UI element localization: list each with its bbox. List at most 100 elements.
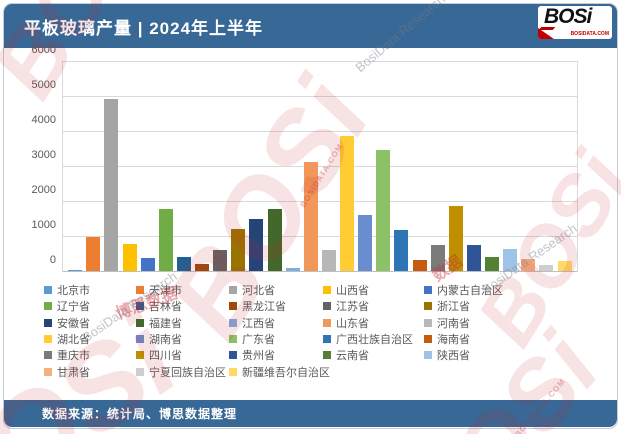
y-axis-tick: 5000 — [31, 79, 56, 91]
legend-label: 江西省 — [242, 317, 275, 330]
header-bar: 平板玻璃产量 | 2024年上半年 — [4, 4, 617, 48]
legend-chip-icon — [424, 286, 432, 295]
legend-item: 山东省 — [323, 315, 424, 331]
legend-chip-icon — [229, 318, 237, 327]
bar-广西壮族自治区 — [394, 230, 409, 271]
legend-chip-icon — [424, 351, 432, 360]
legend-chip-icon — [229, 335, 237, 344]
legend-label: 北京市 — [57, 285, 90, 298]
bosi-logo: BOSi BOSIDATA.COM — [538, 6, 612, 39]
legend-chip-icon — [424, 318, 432, 327]
legend-label: 湖北省 — [57, 334, 90, 347]
legend-item: 河北省 — [229, 282, 323, 298]
legend-chip-icon — [229, 286, 237, 295]
legend-item: 云南省 — [323, 347, 424, 363]
legend-label: 天津市 — [149, 285, 182, 298]
legend-label: 黑龙江省 — [242, 301, 286, 314]
legend-item: 宁夏回族自治区 — [136, 363, 229, 379]
legend-label: 河北省 — [242, 285, 275, 298]
bar-黑龙江省 — [195, 264, 209, 271]
bar-贵州省 — [466, 245, 481, 271]
legend-chip-icon — [229, 302, 237, 311]
legend-label: 吉林省 — [149, 301, 182, 314]
plot-left-border — [62, 62, 63, 272]
legend-chip-icon — [229, 367, 237, 376]
legend-item: 辽宁省 — [44, 298, 136, 314]
legend-item: 重庆市 — [44, 347, 136, 363]
legend-item: 内蒙古自治区 — [424, 282, 604, 298]
bar-江苏省 — [213, 249, 228, 271]
legend-label: 重庆市 — [57, 350, 90, 363]
y-axis-tick: 6000 — [31, 44, 56, 56]
legend-item: 甘肃省 — [44, 363, 136, 379]
legend-item: 天津市 — [136, 282, 229, 298]
bar-江西省 — [285, 267, 300, 271]
legend-item: 河南省 — [424, 315, 604, 331]
legend-chip-icon — [323, 335, 331, 344]
plot-right-border — [577, 62, 578, 272]
bar-北京市 — [68, 269, 83, 271]
legend-chip-icon — [136, 335, 144, 344]
bar-山西省 — [122, 243, 137, 271]
bar-安徽省 — [249, 218, 264, 271]
bosi-logo-text: BOSi — [544, 6, 592, 28]
legend-label: 湖南省 — [149, 334, 182, 347]
gridline — [62, 166, 578, 167]
bar-重庆市 — [430, 245, 445, 271]
legend-label: 贵州省 — [242, 350, 275, 363]
legend-label: 新疆维吾尔自治区 — [242, 366, 330, 379]
legend-item: 贵州省 — [229, 347, 323, 363]
legend-chip-icon — [136, 367, 144, 376]
legend-label: 内蒙古自治区 — [437, 285, 503, 298]
plot-area — [62, 61, 578, 272]
bar-陕西省 — [503, 249, 518, 271]
legend-item: 江西省 — [229, 315, 323, 331]
legend-item: 新疆维吾尔自治区 — [229, 363, 330, 379]
y-axis: 0 1000 2000 3000 4000 5000 6000 — [8, 44, 56, 272]
legend-item: 陕西省 — [424, 347, 604, 363]
legend-item: 吉林省 — [136, 298, 229, 314]
gridline — [62, 131, 578, 132]
bar-series — [64, 62, 576, 271]
legend-label: 安徽省 — [57, 317, 90, 330]
bar-湖北省 — [340, 135, 354, 271]
bar-内蒙古自治区 — [140, 258, 155, 271]
legend-chip-icon — [44, 302, 52, 311]
legend-label: 山西省 — [336, 285, 369, 298]
legend-item: 广西壮族自治区 — [323, 331, 424, 347]
legend-item: 广东省 — [229, 331, 323, 347]
bar-四川省 — [448, 206, 463, 271]
legend-label: 宁夏回族自治区 — [149, 366, 226, 379]
legend-item: 浙江省 — [424, 298, 604, 314]
legend-item: 海南省 — [424, 331, 604, 347]
legend: 北京市 天津市 河北省 山西省 内蒙古自治区 辽宁省 吉林省 黑龙江省 江苏省 浙江省 安徽省 福建省… — [44, 282, 604, 380]
legend-item: 黑龙江省 — [229, 298, 323, 314]
legend-label: 海南省 — [437, 334, 470, 347]
legend-label: 广东省 — [242, 334, 275, 347]
legend-chip-icon — [44, 318, 52, 327]
legend-label: 甘肃省 — [57, 366, 90, 379]
legend-label: 广西壮族自治区 — [336, 334, 413, 347]
gridline — [62, 271, 578, 272]
legend-label: 云南省 — [336, 350, 369, 363]
legend-chip-icon — [323, 351, 331, 360]
legend-item: 江苏省 — [323, 298, 424, 314]
y-axis-tick: 1000 — [31, 219, 56, 231]
bar-福建省 — [267, 209, 282, 271]
legend-chip-icon — [136, 286, 144, 295]
legend-item: 北京市 — [44, 282, 136, 298]
y-axis-tick: 0 — [49, 254, 56, 266]
bar-宁夏回族自治区 — [539, 265, 554, 271]
legend-item: 安徽省 — [44, 315, 136, 331]
bar-甘肃省 — [521, 259, 536, 271]
legend-label: 江苏省 — [336, 301, 369, 314]
legend-chip-icon — [323, 302, 331, 311]
bar-广东省 — [376, 150, 391, 271]
legend-chip-icon — [136, 351, 144, 360]
legend-chip-icon — [136, 302, 144, 311]
legend-item: 湖南省 — [136, 331, 229, 347]
legend-chip-icon — [323, 286, 331, 295]
legend-label: 辽宁省 — [57, 301, 90, 314]
bar-新疆维吾尔自治区 — [557, 261, 572, 271]
